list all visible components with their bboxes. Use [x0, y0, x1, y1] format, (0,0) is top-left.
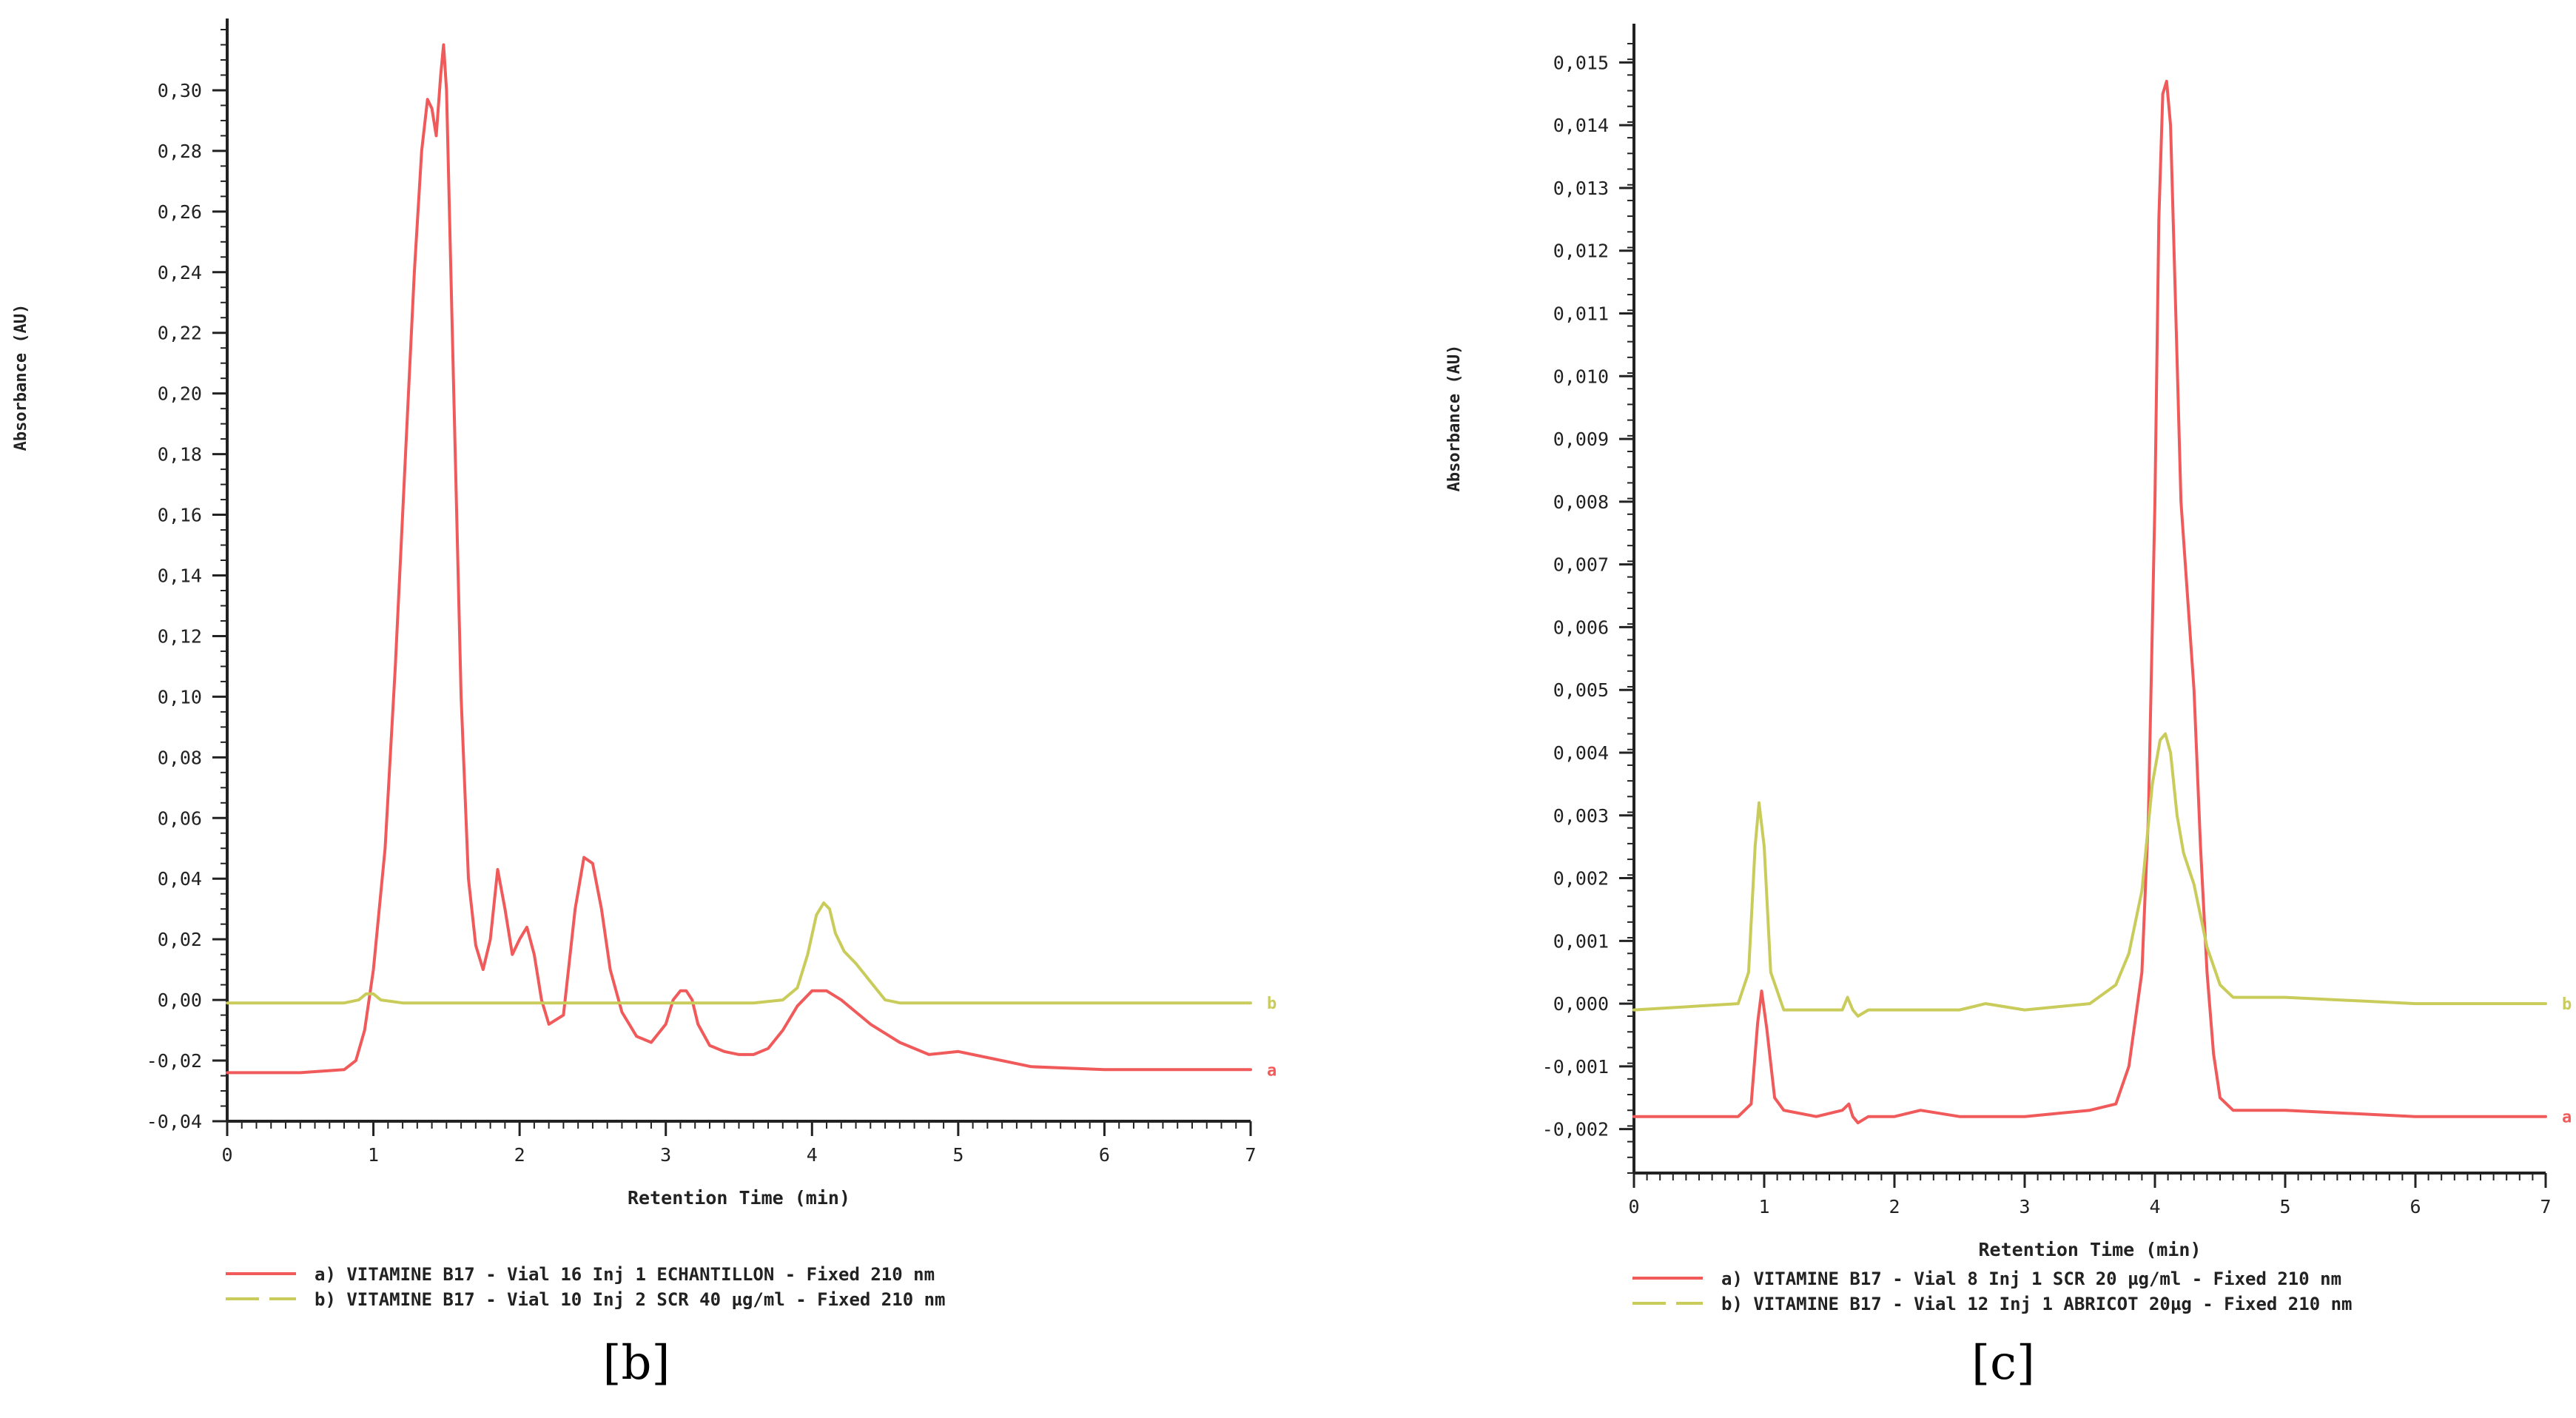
y-tick-label: 0,008 — [1553, 491, 1609, 513]
chart-panel-b: -0,04 -0,02 0,00 0,02 0,04 0,06 0,08 0,10 0,12 0,… — [12, 19, 1277, 1391]
y-tick-label: 0,30 — [158, 80, 202, 101]
y-tick-label: 0,005 — [1553, 679, 1609, 701]
y-tick-label: 0,14 — [158, 565, 202, 587]
y-tick-label: 0,10 — [158, 686, 202, 708]
y-axis-label: Absorbance (AU) — [1445, 345, 1464, 492]
series-end-label-b: b — [1267, 995, 1277, 1013]
y-axis-label: Absorbance (AU) — [12, 304, 30, 451]
x-tick-label: 2 — [514, 1144, 525, 1166]
y-tick-label: 0,22 — [158, 323, 202, 344]
y-tick-label: 0,003 — [1553, 805, 1609, 827]
x-tick-label: 7 — [1245, 1144, 1256, 1166]
legend-entry-a: a) VITAMINE B17 - Vial 8 Inj 1 SCR 20 µg… — [1721, 1269, 2341, 1289]
series-end-label-b: b — [2562, 995, 2572, 1014]
y-tick-label: 0,20 — [158, 383, 202, 405]
series-line-a — [226, 43, 1252, 1075]
x-tick-label: 3 — [2019, 1196, 2030, 1217]
y-tick-label: 0,16 — [158, 505, 202, 526]
y-tick-label: 0,013 — [1553, 178, 1609, 199]
y-tick-label: 0,010 — [1553, 366, 1609, 387]
y-tick-label: 0,011 — [1553, 303, 1609, 325]
y-tick-label: -0,001 — [1542, 1056, 1609, 1078]
chart-c-plot: -0,002 -0,001 0,000 0,001 0,002 0,003 0,004 0,0… — [1445, 24, 2572, 1314]
x-tick-label: 6 — [1099, 1144, 1110, 1166]
y-tick-label: 0,006 — [1553, 616, 1609, 638]
legend-entry-b: b) VITAMINE B17 - Vial 12 Inj 1 ABRICOT … — [1721, 1294, 2353, 1314]
y-tick-label: 0,12 — [158, 625, 202, 647]
x-tick-label: 2 — [1889, 1196, 1900, 1217]
y-tick-label: 0,012 — [1553, 241, 1609, 262]
series-end-label-a: a — [2562, 1109, 2572, 1127]
y-tick-label: 0,004 — [1553, 742, 1609, 764]
series-line-b — [226, 901, 1252, 1005]
x-tick-label: 5 — [2279, 1196, 2290, 1217]
legend-entry-b: b) VITAMINE B17 - Vial 10 Inj 2 SCR 40 µ… — [315, 1289, 946, 1310]
y-tick-label: 0,007 — [1553, 554, 1609, 576]
y-tick-label: 0,009 — [1553, 429, 1609, 450]
y-tick-label: 0,06 — [158, 807, 202, 829]
x-tick-label: 1 — [368, 1144, 379, 1166]
x-tick-label: 0 — [221, 1144, 232, 1166]
x-axis-label: Retention Time (min) — [628, 1187, 850, 1209]
y-tick-label: 0,000 — [1553, 993, 1609, 1015]
chart-b-plot: -0,04 -0,02 0,00 0,02 0,04 0,06 0,08 0,10 0,12 0,… — [12, 19, 1277, 1310]
legend-entry-a: a) VITAMINE B17 - Vial 16 Inj 1 ECHANTIL… — [315, 1264, 935, 1285]
y-tick-label: 0,28 — [158, 141, 202, 162]
x-tick-label: 3 — [660, 1144, 671, 1166]
x-tick-label: 6 — [2409, 1196, 2421, 1217]
y-minor-ticks — [1627, 42, 1634, 1174]
y-tick-label: -0,04 — [147, 1111, 202, 1132]
y-tick-label: 0,18 — [158, 444, 202, 466]
x-tick-label: 1 — [1758, 1196, 1769, 1217]
series-line-a — [1632, 79, 2547, 1125]
chart-b-caption: [b] — [602, 1336, 670, 1391]
x-tick-label: 4 — [807, 1144, 818, 1166]
y-tick-label: 0,00 — [158, 989, 202, 1011]
y-tick-label: 0,04 — [158, 868, 202, 890]
series-end-label-a: a — [1267, 1061, 1277, 1080]
y-tick-label: 0,26 — [158, 201, 202, 223]
x-tick-label: 5 — [952, 1144, 964, 1166]
y-tick-label: 0,08 — [158, 747, 202, 768]
y-tick-label: 0,24 — [158, 262, 202, 283]
y-tick-label: 0,02 — [158, 929, 202, 950]
y-tick-label: 0,001 — [1553, 930, 1609, 952]
y-tick-label: 0,014 — [1553, 115, 1609, 136]
x-tick-label: 0 — [1628, 1196, 1639, 1217]
x-tick-label: 7 — [2540, 1196, 2551, 1217]
chart-c-caption: [c] — [1971, 1336, 2035, 1391]
x-axis-label: Retention Time (min) — [1978, 1239, 2201, 1260]
y-tick-label: -0,002 — [1542, 1119, 1609, 1140]
series-line-b — [1632, 732, 2547, 1018]
y-tick-label: 0,002 — [1553, 868, 1609, 890]
y-tick-label: -0,02 — [147, 1050, 202, 1072]
x-tick-label: 4 — [2149, 1196, 2160, 1217]
chart-panel-c: -0,002 -0,001 0,000 0,001 0,002 0,003 0,004 0,0… — [1288, 0, 2576, 1418]
y-tick-label: 0,015 — [1553, 52, 1609, 73]
